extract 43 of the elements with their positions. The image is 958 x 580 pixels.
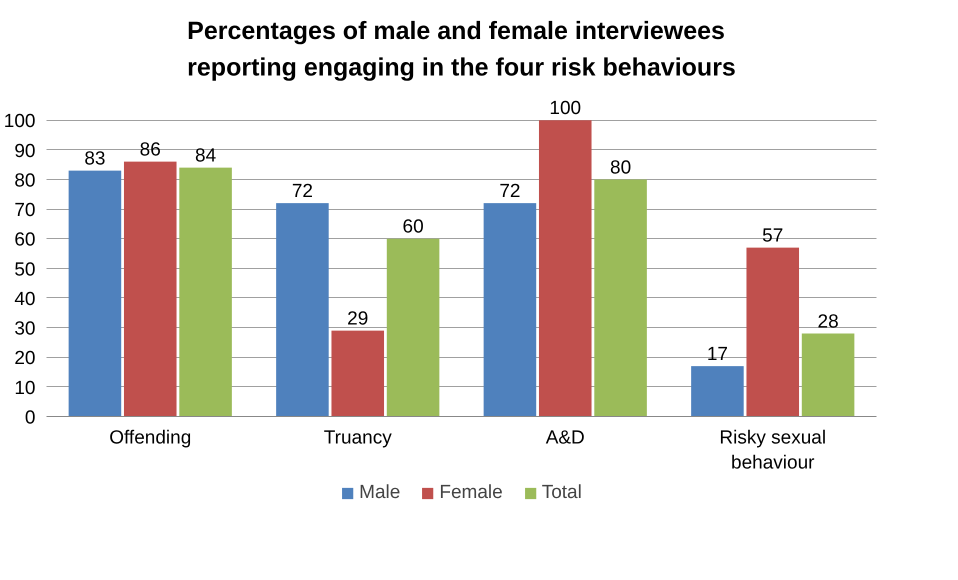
data-label: 72 xyxy=(499,181,520,202)
legend-label: Total xyxy=(542,482,582,504)
data-label: 72 xyxy=(292,181,313,202)
y-tick-label: 0 xyxy=(24,408,36,428)
bar xyxy=(594,179,647,416)
y-tick-label: 60 xyxy=(14,230,36,251)
data-label: 100 xyxy=(549,98,582,120)
data-label: 57 xyxy=(762,226,784,247)
data-label: 60 xyxy=(402,216,424,238)
y-tick-label: 50 xyxy=(14,259,36,280)
data-label: 84 xyxy=(195,146,217,167)
bar xyxy=(386,238,440,416)
bar xyxy=(538,120,592,416)
y-tick-label: 30 xyxy=(14,318,36,340)
bar xyxy=(124,162,177,416)
y-tick-label: 40 xyxy=(14,288,36,310)
data-label: 28 xyxy=(818,312,839,333)
legend-label: Male xyxy=(359,482,400,504)
bar xyxy=(331,330,384,416)
data-label: 86 xyxy=(140,140,161,161)
y-tick-label: 90 xyxy=(14,140,36,162)
data-label: 29 xyxy=(347,308,368,330)
bar xyxy=(276,203,329,416)
legend-label: Female xyxy=(439,482,503,504)
bar xyxy=(68,170,122,416)
bar xyxy=(802,334,854,416)
x-tick-label: A&D xyxy=(546,428,585,448)
x-tick-label: Truancy xyxy=(324,428,392,448)
x-tick-label: Risky sexual behaviour xyxy=(719,428,826,474)
y-tick-label: 100 xyxy=(4,111,36,132)
data-label: 17 xyxy=(706,344,728,366)
bar xyxy=(179,168,232,416)
y-tick-label: 20 xyxy=(14,348,36,370)
y-tick-label: 10 xyxy=(14,378,36,399)
y-tick-label: 70 xyxy=(14,200,36,222)
y-tick-label: 80 xyxy=(14,170,36,192)
bar xyxy=(746,248,800,416)
x-tick-label: Offending xyxy=(109,428,192,448)
data-label: 83 xyxy=(84,148,106,170)
chart-title: Percentages of male and female interviewees reporting engaging in the four risk behaviours xyxy=(187,17,736,82)
data-label: 80 xyxy=(610,157,632,178)
bar xyxy=(484,203,536,416)
bar xyxy=(691,366,744,416)
